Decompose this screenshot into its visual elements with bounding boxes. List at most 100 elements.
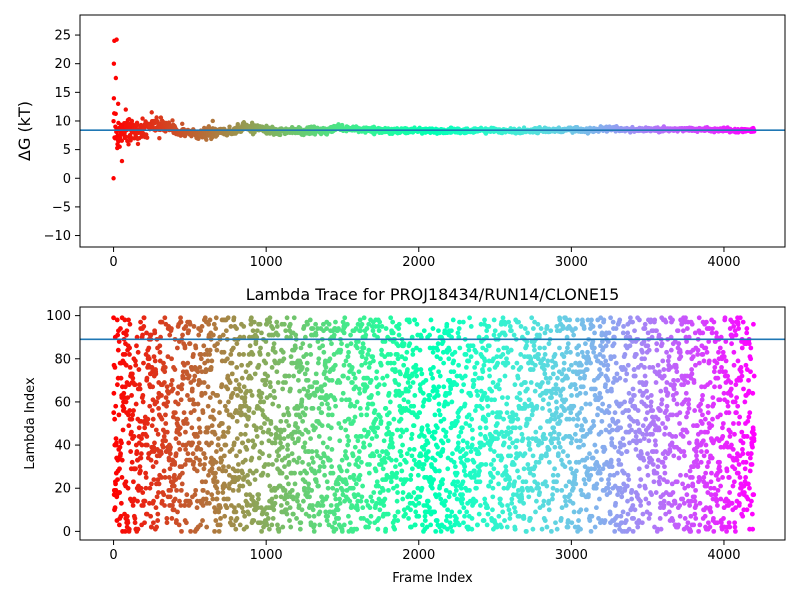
lambda-point bbox=[183, 446, 189, 452]
lambda-point bbox=[167, 451, 173, 457]
lambda-point bbox=[506, 425, 511, 431]
lambda-point bbox=[284, 475, 290, 480]
lambda-point bbox=[295, 425, 300, 431]
lambda-point bbox=[370, 354, 376, 360]
lambda-point bbox=[441, 416, 447, 422]
lambda-point bbox=[524, 421, 530, 426]
lambda-point bbox=[401, 397, 407, 403]
lambda-point bbox=[337, 380, 343, 385]
lambda-point bbox=[191, 459, 197, 465]
lambda-point bbox=[130, 503, 136, 508]
lambda-point bbox=[212, 431, 218, 437]
lambda-point bbox=[443, 434, 449, 439]
lambda-point bbox=[203, 455, 208, 461]
lambda-point bbox=[501, 416, 507, 422]
y-tick-label: 0 bbox=[63, 172, 71, 187]
lambda-point bbox=[485, 412, 491, 418]
delta-g-point bbox=[115, 145, 120, 151]
lambda-point bbox=[396, 382, 402, 388]
lambda-point bbox=[462, 373, 468, 379]
lambda-point bbox=[149, 408, 155, 413]
lambda-point bbox=[471, 382, 477, 388]
lambda-point bbox=[530, 326, 536, 331]
lambda-point bbox=[489, 388, 495, 394]
lambda-point bbox=[522, 451, 528, 457]
lambda-point bbox=[411, 423, 417, 429]
lambda-point bbox=[169, 326, 174, 331]
lambda-point bbox=[331, 511, 337, 517]
lambda-point bbox=[309, 487, 315, 493]
lambda-point bbox=[435, 444, 440, 450]
lambda-point bbox=[352, 375, 358, 381]
lambda-point bbox=[230, 414, 236, 420]
lambda-point bbox=[212, 475, 218, 480]
lambda-point bbox=[441, 384, 447, 390]
lambda-point bbox=[274, 319, 280, 325]
lambda-point bbox=[234, 436, 240, 441]
lambda-point bbox=[124, 513, 130, 519]
lambda-point bbox=[446, 494, 452, 500]
lambda-point bbox=[485, 403, 491, 409]
lambda-point bbox=[442, 503, 447, 508]
lambda-point bbox=[247, 343, 253, 349]
lambda-point bbox=[507, 324, 513, 329]
lambda-point bbox=[259, 390, 265, 396]
lambda-point bbox=[523, 528, 529, 534]
lambda-point bbox=[376, 328, 382, 334]
lambda-point bbox=[329, 412, 335, 418]
lambda-point bbox=[541, 431, 547, 437]
lambda-point bbox=[115, 332, 121, 338]
lambda-point bbox=[324, 444, 330, 450]
lambda-point bbox=[263, 360, 269, 366]
lambda-point bbox=[313, 321, 319, 327]
lambda-point bbox=[540, 397, 546, 403]
lambda-point bbox=[316, 356, 322, 362]
lambda-point bbox=[213, 518, 219, 523]
lambda-point bbox=[490, 380, 496, 385]
lambda-point bbox=[355, 345, 360, 351]
lambda-point bbox=[451, 369, 457, 375]
lambda-point bbox=[518, 365, 524, 370]
lambda-point bbox=[159, 498, 165, 504]
lambda-point bbox=[213, 326, 219, 331]
delta-g-point bbox=[180, 121, 185, 127]
lambda-point bbox=[435, 347, 441, 353]
lambda-point bbox=[332, 362, 338, 368]
lambda-point bbox=[418, 453, 424, 459]
lambda-point bbox=[403, 356, 409, 362]
lambda-point bbox=[361, 444, 367, 450]
lambda-point bbox=[458, 485, 464, 491]
lambda-point bbox=[293, 332, 299, 338]
lambda-point bbox=[153, 371, 159, 377]
lambda-point bbox=[276, 403, 282, 409]
lambda-point bbox=[476, 451, 482, 457]
lambda-point bbox=[543, 479, 548, 485]
lambda-point bbox=[428, 371, 434, 377]
lambda-point bbox=[250, 438, 256, 444]
lambda-point bbox=[275, 380, 281, 385]
lambda-point bbox=[147, 403, 153, 409]
lambda-point bbox=[259, 330, 264, 336]
lambda-point bbox=[418, 367, 424, 372]
lambda-point bbox=[127, 352, 132, 357]
lambda-point bbox=[394, 470, 400, 476]
lambda-point bbox=[234, 453, 239, 459]
lambda-point bbox=[398, 453, 404, 459]
lambda-point bbox=[530, 526, 536, 532]
lambda-point bbox=[369, 436, 375, 441]
lambda-point bbox=[203, 496, 209, 502]
lambda-point bbox=[344, 455, 350, 461]
lambda-point bbox=[462, 401, 468, 407]
delta-g-point bbox=[123, 134, 128, 139]
lambda-point bbox=[266, 453, 272, 459]
lambda-point bbox=[523, 380, 528, 385]
lambda-point bbox=[299, 403, 304, 409]
lambda-point bbox=[310, 326, 316, 331]
delta-g-point bbox=[227, 124, 232, 129]
lambda-point bbox=[507, 516, 513, 521]
lambda-point bbox=[336, 516, 342, 521]
lambda-point bbox=[130, 412, 136, 418]
lambda-point bbox=[327, 356, 333, 362]
lambda-point bbox=[111, 390, 117, 396]
lambda-point bbox=[119, 457, 125, 463]
